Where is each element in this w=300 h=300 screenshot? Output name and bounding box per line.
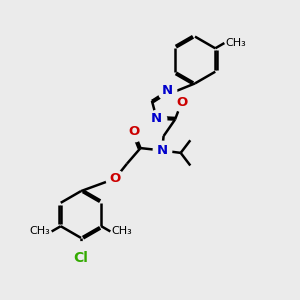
Text: N: N	[162, 84, 173, 98]
Text: O: O	[128, 125, 140, 138]
Text: O: O	[110, 172, 121, 185]
Text: CH₃: CH₃	[112, 226, 133, 236]
Text: N: N	[157, 144, 168, 157]
Text: O: O	[176, 96, 187, 109]
Text: Cl: Cl	[74, 251, 88, 265]
Text: CH₃: CH₃	[29, 226, 50, 236]
Text: CH₃: CH₃	[226, 38, 247, 48]
Text: N: N	[151, 112, 162, 125]
